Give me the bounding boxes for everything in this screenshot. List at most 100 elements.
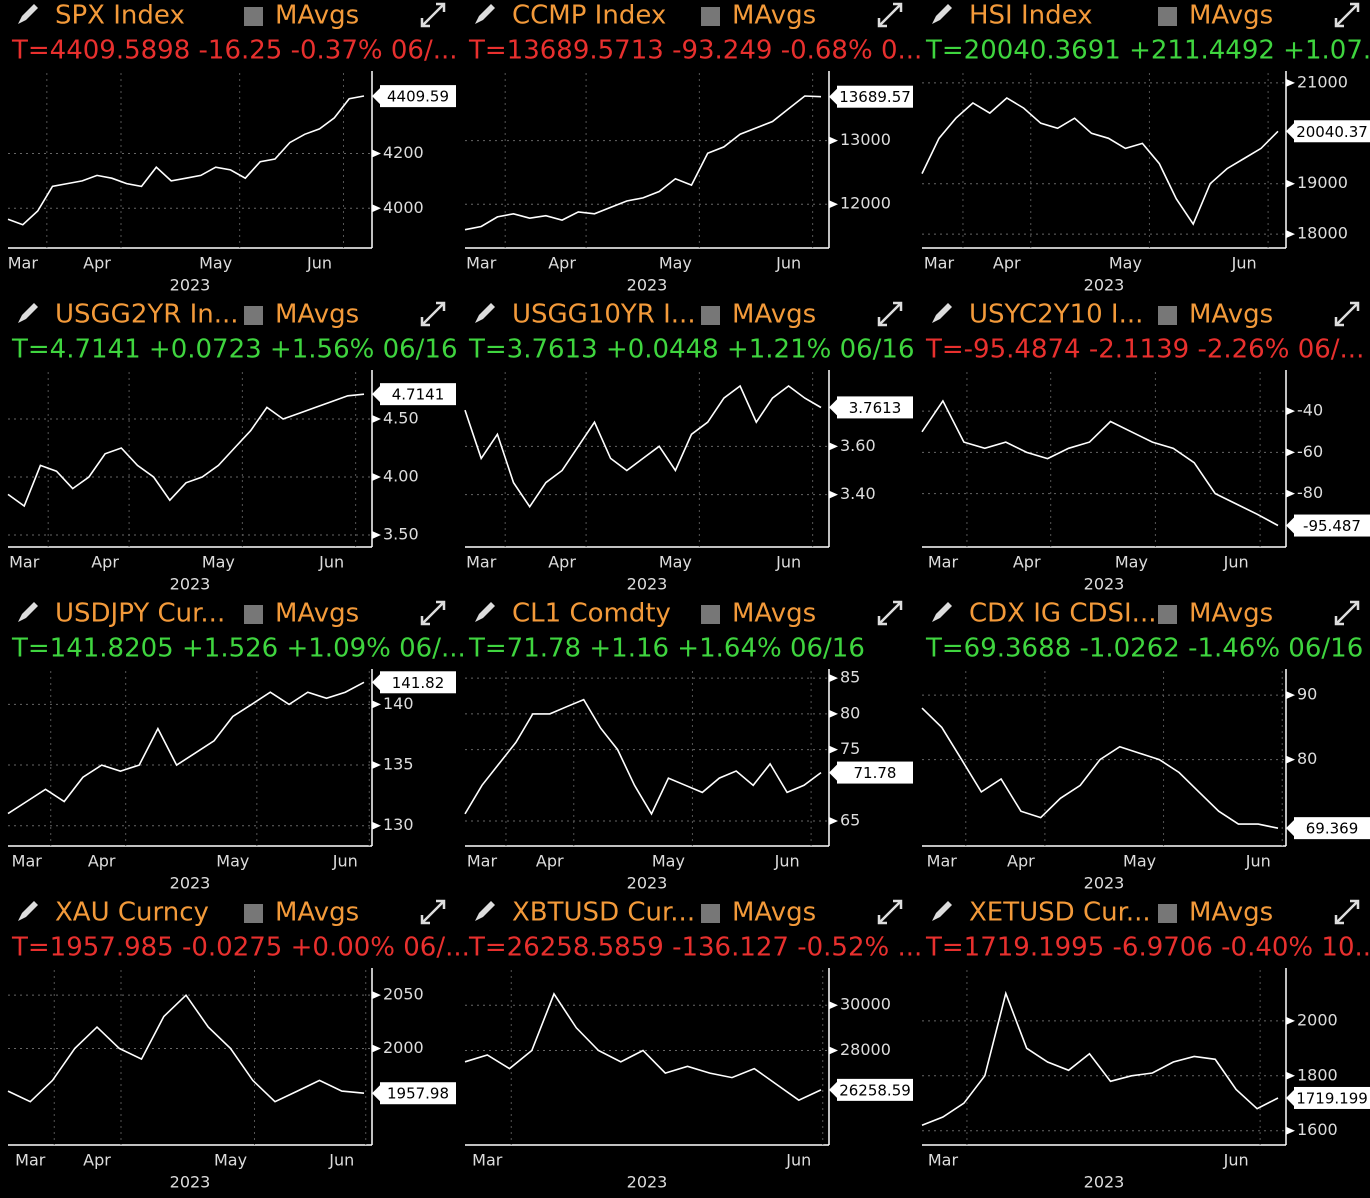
y-tick	[372, 700, 381, 709]
edit-icon[interactable]	[932, 901, 952, 921]
panel-title: USYC2Y10 I...	[969, 300, 1143, 330]
expand-icon[interactable]	[877, 600, 903, 626]
last-value-pointer	[372, 1085, 380, 1102]
expand-icon[interactable]	[1334, 899, 1360, 925]
mavgs-label: MAvgs	[732, 898, 816, 928]
mavgs-checkbox[interactable]	[701, 605, 720, 624]
x-tick-label: Jun	[306, 254, 332, 273]
mavgs-checkbox[interactable]	[244, 605, 263, 624]
x-tick-label: Apr	[548, 254, 576, 273]
y-tick-label: 4.00	[383, 467, 419, 486]
mavgs-label: MAvgs	[275, 1, 359, 31]
expand-icon[interactable]	[420, 2, 446, 28]
y-tick	[372, 1044, 381, 1053]
last-value-label: 4.7141	[392, 386, 445, 404]
price-line	[7, 393, 365, 508]
last-value-box	[1294, 514, 1370, 537]
expand-icon[interactable]	[877, 301, 903, 327]
y-tick-label: 1800	[1297, 1065, 1338, 1084]
x-tick-label: May	[216, 852, 249, 871]
expand-icon[interactable]	[877, 2, 903, 28]
x-tick-label: May	[199, 254, 232, 273]
x-tick-label: May	[659, 254, 692, 273]
expand-icon[interactable]	[420, 600, 446, 626]
mavgs-checkbox[interactable]	[244, 7, 263, 26]
mavgs-checkbox[interactable]	[1158, 605, 1177, 624]
expand-icon[interactable]	[877, 899, 903, 925]
mavgs-label: MAvgs	[732, 300, 816, 330]
y-tick	[829, 490, 838, 499]
x-tick-label: Mar	[9, 553, 40, 572]
mavgs-checkbox[interactable]	[244, 306, 263, 325]
quote-line: T=3.7613 +0.0448 +1.21% 06/16	[468, 335, 915, 365]
y-tick-label: 12000	[840, 194, 891, 213]
expand-icon[interactable]	[1334, 301, 1360, 327]
panel-title: CDX IG CDSI...	[969, 599, 1156, 629]
y-tick	[829, 200, 838, 209]
edit-icon[interactable]	[18, 602, 38, 622]
y-tick	[1286, 78, 1295, 87]
x-axis-label: 2023	[1084, 276, 1125, 295]
x-axis-label: 2023	[1084, 575, 1125, 594]
panel-title: USDJPY Cur...	[55, 599, 225, 629]
y-tick-label: -80	[1297, 483, 1323, 502]
x-tick-label: Mar	[472, 1151, 503, 1170]
edit-icon[interactable]	[932, 602, 952, 622]
edit-icon[interactable]	[475, 303, 495, 323]
panel: HSI Index MAvgs T=20040.3691 +211.4492 +1.…	[921, 1, 1370, 295]
quote-line: T=20040.3691 +211.4492 +1.07...	[925, 36, 1370, 66]
x-tick-label: Mar	[12, 852, 43, 871]
expand-icon[interactable]	[1334, 600, 1360, 626]
quote-line: T=1719.1995 -6.9706 -0.40% 10...	[925, 933, 1370, 963]
y-tick	[1286, 1126, 1295, 1135]
edit-icon[interactable]	[18, 303, 38, 323]
mavgs-checkbox[interactable]	[1158, 904, 1177, 923]
edit-icon[interactable]	[475, 602, 495, 622]
y-tick-label: 3.60	[840, 436, 876, 455]
mavgs-checkbox[interactable]	[244, 904, 263, 923]
y-tick-label: 3.40	[840, 484, 876, 503]
edit-icon[interactable]	[18, 4, 38, 24]
panel: USDJPY Cur... MAvgs T=141.8205 +1.526 +1.0…	[7, 599, 466, 893]
edit-icon[interactable]	[475, 901, 495, 921]
x-axis-label: 2023	[627, 276, 668, 295]
panel: USYC2Y10 I... MAvgs T=-95.4874 -2.1139 -2.…	[921, 300, 1370, 594]
expand-icon[interactable]	[420, 301, 446, 327]
y-tick	[372, 204, 381, 213]
y-tick-label: 19000	[1297, 173, 1348, 192]
mavgs-label: MAvgs	[275, 300, 359, 330]
x-axis-label: 2023	[1084, 874, 1125, 893]
last-value-pointer	[829, 399, 837, 416]
y-tick	[829, 136, 838, 145]
last-value-label: 3.7613	[849, 399, 902, 417]
expand-icon[interactable]	[1334, 2, 1360, 28]
y-tick-label: 90	[1297, 685, 1317, 704]
mavgs-checkbox[interactable]	[701, 7, 720, 26]
x-tick-label: May	[1123, 852, 1156, 871]
mavgs-checkbox[interactable]	[1158, 306, 1177, 325]
y-tick	[1286, 179, 1295, 188]
last-value-pointer	[1286, 123, 1294, 140]
last-value-label: 13689.57	[839, 88, 911, 106]
last-value-label: 20040.37	[1296, 123, 1368, 141]
edit-icon[interactable]	[475, 4, 495, 24]
mavgs-checkbox[interactable]	[701, 904, 720, 923]
expand-icon[interactable]	[420, 899, 446, 925]
panel: SPX Index MAvgs T=4409.5898 -16.25 -0.37% …	[7, 1, 458, 295]
last-value-label: 69.369	[1306, 820, 1359, 838]
last-value-label: 26258.59	[839, 1081, 911, 1099]
mavgs-checkbox[interactable]	[701, 306, 720, 325]
last-value-box	[380, 671, 456, 694]
panel: CCMP Index MAvgs T=13689.5713 -93.249 -0.6…	[464, 1, 922, 295]
y-tick	[1286, 230, 1295, 239]
y-tick	[372, 761, 381, 770]
edit-icon[interactable]	[18, 901, 38, 921]
mavgs-label: MAvgs	[275, 898, 359, 928]
last-value-pointer	[372, 386, 380, 403]
panel: USGG10YR I... MAvgs T=3.7613 +0.0448 +1.21…	[464, 300, 915, 594]
edit-icon[interactable]	[932, 303, 952, 323]
mavgs-checkbox[interactable]	[1158, 7, 1177, 26]
last-value-pointer	[1286, 820, 1294, 837]
edit-icon[interactable]	[932, 4, 952, 24]
